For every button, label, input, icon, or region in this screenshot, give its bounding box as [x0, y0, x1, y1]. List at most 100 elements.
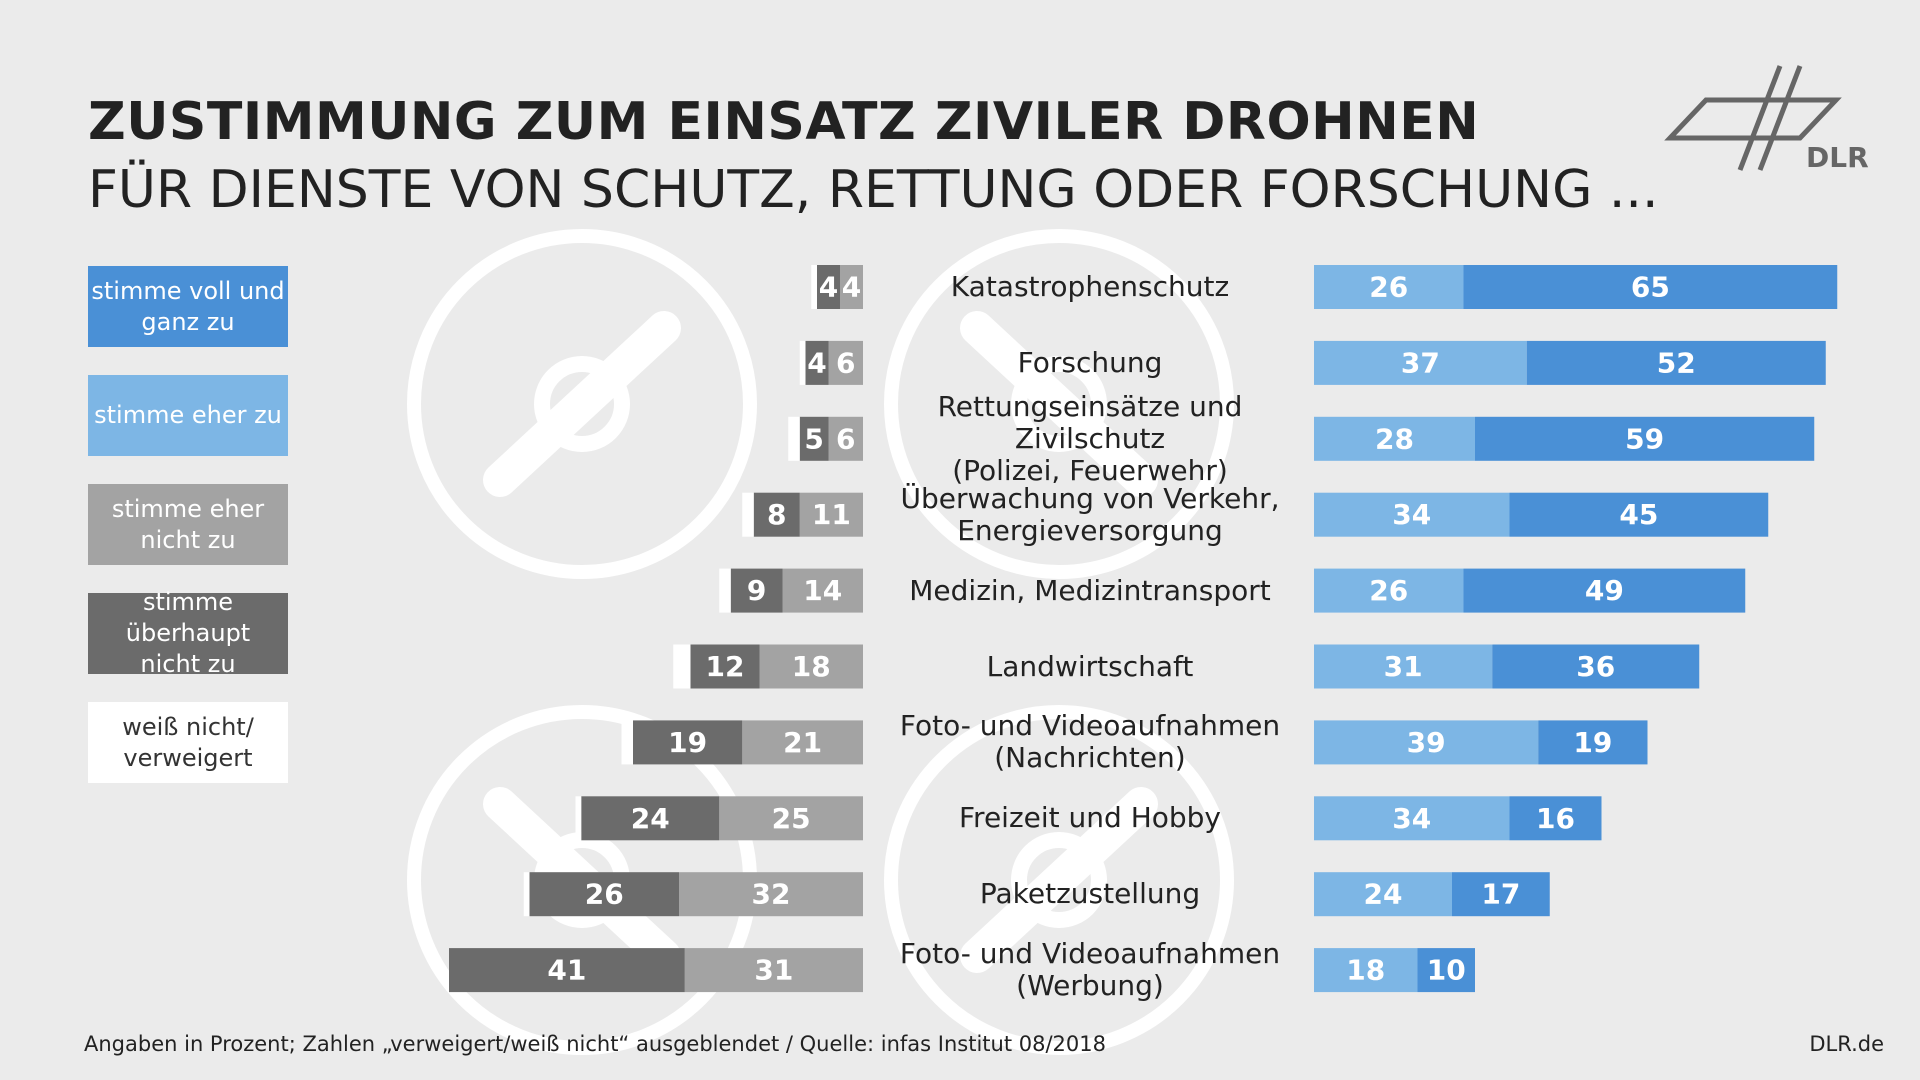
bar-segment	[449, 948, 685, 993]
bar-segment	[1452, 872, 1550, 917]
category-label: Rettungseinsätze und Zivilschutz (Polize…	[937, 389, 1243, 487]
value-label: 34	[1392, 802, 1431, 835]
value-label: 4	[842, 271, 861, 304]
category-label: Medizin, Medizintransport	[909, 573, 1271, 607]
bar-segment	[753, 492, 800, 537]
bar-segment	[759, 644, 863, 689]
bar-segment	[1314, 644, 1493, 689]
value-label: 18	[1346, 954, 1385, 987]
value-label: 26	[1369, 271, 1408, 304]
value-label: 49	[1585, 574, 1624, 607]
value-label: 65	[1631, 271, 1670, 304]
bar-segment	[633, 720, 743, 765]
bar-segment	[799, 340, 806, 385]
value-label: 6	[836, 422, 855, 455]
bar-segment	[1417, 948, 1475, 993]
value-label: 32	[752, 878, 791, 911]
bar-segment	[1492, 644, 1700, 689]
bar-segment	[1314, 796, 1510, 841]
value-label: 25	[772, 802, 811, 835]
value-label: 5	[804, 422, 823, 455]
value-label: 19	[668, 726, 707, 759]
value-label: 26	[585, 878, 624, 911]
chart-title: ZUSTIMMUNG ZUM EINSATZ ZIVILER DROHNEN	[88, 92, 1480, 152]
bar-segment	[782, 568, 863, 613]
category-label: Katastrophenschutz	[950, 270, 1230, 303]
bar-segment	[1314, 265, 1464, 309]
value-label: 17	[1481, 878, 1520, 911]
value-label: 59	[1625, 422, 1664, 455]
bar-segment	[575, 796, 582, 841]
value-label: 36	[1576, 650, 1615, 683]
bar-segment	[817, 265, 840, 309]
bar-segment	[1314, 416, 1475, 461]
bar-segment	[1475, 416, 1815, 461]
value-label: 31	[754, 954, 793, 987]
value-label: 24	[631, 802, 670, 835]
bar-segment	[1314, 872, 1452, 917]
bar-segment	[788, 416, 800, 461]
legend-item: stimme überhaupt nicht zu	[88, 588, 288, 678]
bar-segment	[719, 796, 863, 841]
bar-segment	[799, 492, 863, 537]
value-label: 10	[1427, 954, 1466, 987]
bar-segment	[730, 568, 783, 613]
value-label: 14	[803, 574, 842, 607]
value-label: 6	[836, 346, 855, 379]
bar-segment	[1463, 265, 1838, 309]
category-label: Landwirtschaft	[986, 649, 1194, 683]
category-label: Forschung	[1017, 345, 1163, 379]
value-label: 4	[819, 271, 838, 304]
bar-segment	[828, 340, 863, 385]
bar-segment	[690, 644, 760, 689]
bar-segment	[742, 720, 863, 765]
bar-segment	[1509, 796, 1602, 841]
value-label: 18	[792, 650, 831, 683]
bar-segment	[1463, 568, 1746, 613]
bar-segment	[799, 416, 829, 461]
legend-item: weiß nicht/ verweigert	[88, 702, 288, 783]
value-label: 45	[1619, 498, 1658, 531]
bar-segment	[1526, 340, 1826, 385]
bar-segment	[529, 872, 679, 917]
value-label: 4	[807, 346, 826, 379]
source-note: Angaben in Prozent; Zahlen „verweigert/w…	[84, 1032, 1106, 1056]
value-label: 19	[1573, 726, 1612, 759]
value-label: 31	[1384, 650, 1423, 683]
value-label: 34	[1392, 498, 1431, 531]
legend-item: stimme eher zu	[88, 375, 288, 456]
legend-item: stimme voll und ganz zu	[88, 266, 288, 347]
website: DLR.de	[1809, 1032, 1884, 1056]
bar-segment	[811, 265, 817, 309]
category-label: Überwachung von Verkehr, Energieversorgu…	[900, 481, 1280, 547]
bar-segment	[679, 872, 863, 917]
bar-segment	[1314, 720, 1539, 765]
bar-segment	[1314, 948, 1418, 993]
value-label: 16	[1536, 802, 1575, 835]
value-label: 26	[1369, 574, 1408, 607]
value-label: 11	[812, 498, 851, 531]
bar-segment	[840, 265, 863, 309]
value-label: 37	[1401, 346, 1440, 379]
bar-segment	[1314, 568, 1464, 613]
bar-segment	[828, 416, 863, 461]
bar-segment	[621, 720, 633, 765]
bar-segment	[684, 948, 863, 993]
bar-segment	[1314, 340, 1527, 385]
category-label: Paketzustellung	[979, 877, 1201, 911]
value-label: 52	[1657, 346, 1696, 379]
value-label: 9	[747, 574, 766, 607]
legend-item: stimme eher nicht zu	[88, 484, 288, 565]
bar-segment	[523, 872, 530, 917]
logo-mark	[1664, 65, 1842, 171]
bar-segment	[581, 796, 720, 841]
bar-segment	[673, 644, 691, 689]
value-label: 8	[767, 498, 786, 531]
value-label: 21	[783, 726, 822, 759]
bar-segment	[805, 340, 829, 385]
logo-text: DLR	[1806, 141, 1869, 174]
category-label: Foto- und Videoaufnahmen (Werbung)	[899, 937, 1281, 1003]
value-label: 24	[1364, 878, 1403, 911]
